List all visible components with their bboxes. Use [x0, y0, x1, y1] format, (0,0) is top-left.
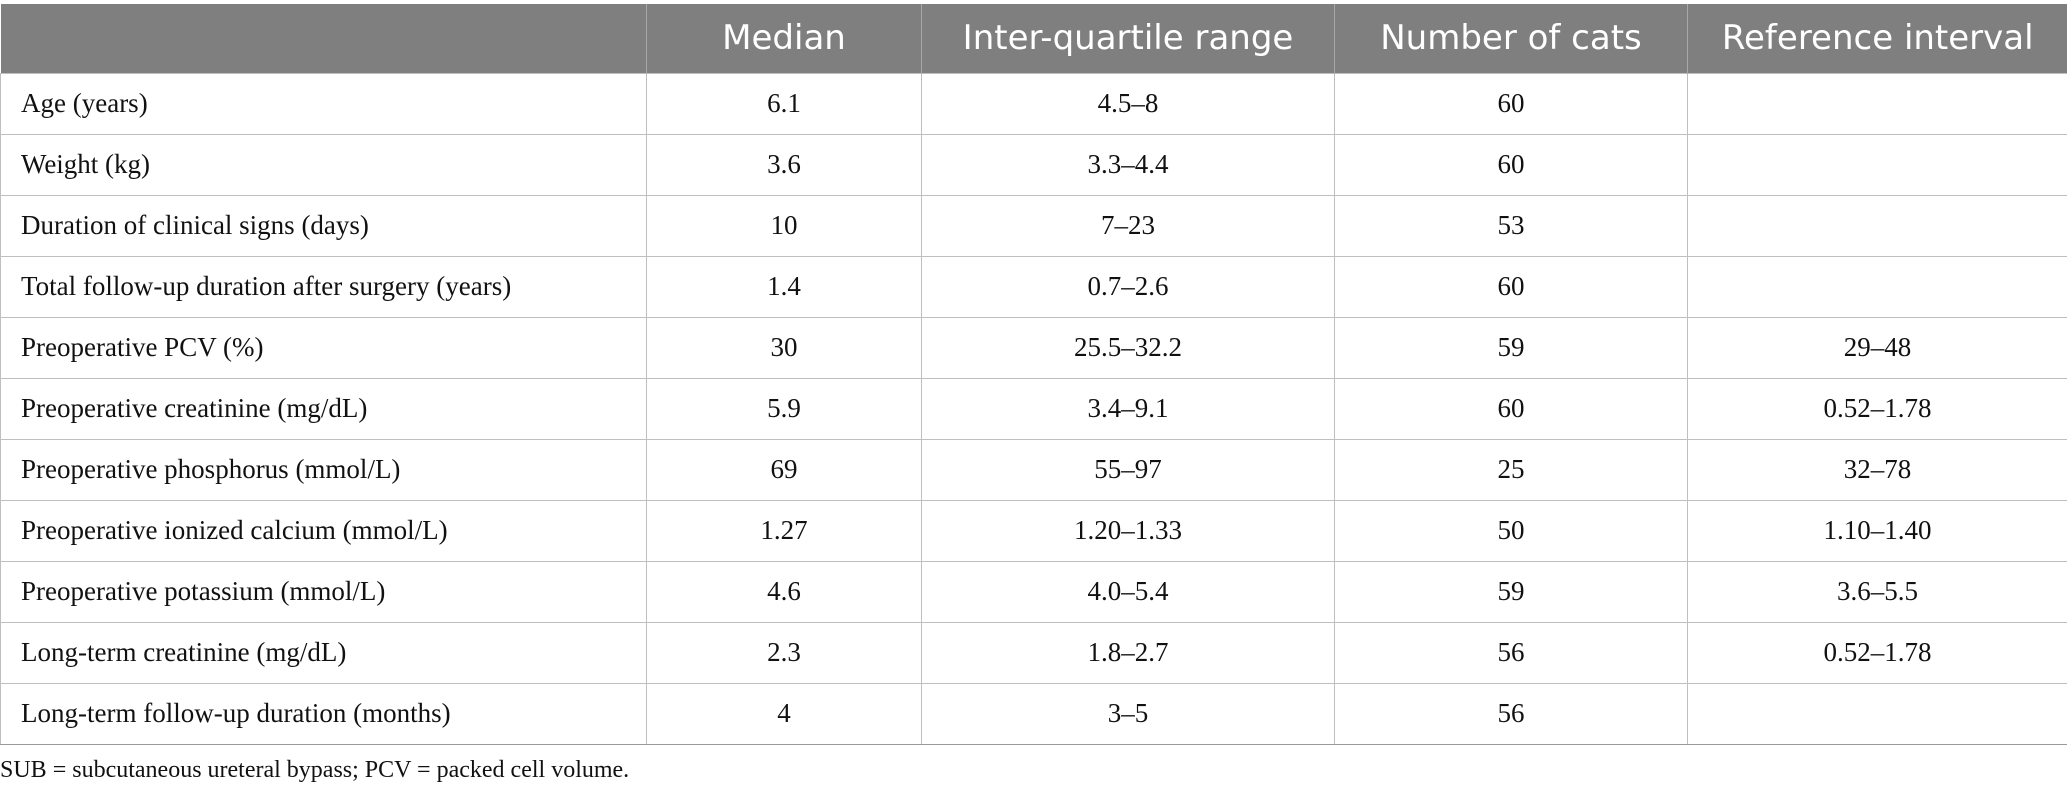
header-iqr: Inter-quartile range: [921, 4, 1335, 73]
reference-interval-cell: 0.52–1.78: [1687, 377, 2067, 440]
data-table: Median Inter-quartile range Number of cats…: [0, 4, 2067, 745]
table-footnote: SUB = subcutaneous ureteral bypass; PCV …: [0, 756, 630, 783]
table-row: Preoperative phosphorus (mmol/L) 69 55–97 2…: [0, 438, 2067, 501]
row-label: Preoperative PCV (%): [0, 316, 647, 379]
row-label: Age (years): [0, 72, 647, 135]
count-cell: 59: [1334, 316, 1688, 379]
table-row: Age (years) 6.1 4.5–8 60: [0, 72, 2067, 135]
iqr-cell: 3–5: [921, 682, 1335, 745]
count-cell: 53: [1334, 194, 1688, 257]
header-label-column: [0, 4, 647, 73]
count-cell: 56: [1334, 682, 1688, 745]
reference-interval-cell: [1687, 682, 2067, 745]
reference-interval-cell: [1687, 255, 2067, 318]
median-cell: 30: [646, 316, 922, 379]
row-label: Total follow-up duration after surgery (…: [0, 255, 647, 318]
count-cell: 60: [1334, 377, 1688, 440]
header-row: Median Inter-quartile range Number of cats…: [0, 4, 2067, 73]
iqr-cell: 1.20–1.33: [921, 499, 1335, 562]
count-cell: 60: [1334, 255, 1688, 318]
reference-interval-cell: 0.52–1.78: [1687, 621, 2067, 684]
reference-interval-cell: 32–78: [1687, 438, 2067, 501]
median-cell: 1.27: [646, 499, 922, 562]
iqr-cell: 4.5–8: [921, 72, 1335, 135]
count-cell: 60: [1334, 133, 1688, 196]
reference-interval-cell: 29–48: [1687, 316, 2067, 379]
table-header: Median Inter-quartile range Number of cats…: [0, 4, 2067, 73]
count-cell: 25: [1334, 438, 1688, 501]
iqr-cell: 7–23: [921, 194, 1335, 257]
iqr-cell: 25.5–32.2: [921, 316, 1335, 379]
table-row: Weight (kg) 3.6 3.3–4.4 60: [0, 133, 2067, 196]
iqr-cell: 4.0–5.4: [921, 560, 1335, 623]
table-row: Duration of clinical signs (days) 10 7–23 5…: [0, 194, 2067, 257]
median-cell: 10: [646, 194, 922, 257]
median-cell: 6.1: [646, 72, 922, 135]
median-cell: 4: [646, 682, 922, 745]
row-label: Preoperative potassium (mmol/L): [0, 560, 647, 623]
table-container: Median Inter-quartile range Number of cats…: [0, 4, 2067, 784]
table-row: Long-term creatinine (mg/dL) 2.3 1.8–2.7 56…: [0, 621, 2067, 684]
header-median: Median: [646, 4, 922, 73]
table-body: Age (years) 6.1 4.5–8 60 Weight (kg) 3.6 3.3–4…: [0, 72, 2067, 745]
reference-interval-cell: [1687, 194, 2067, 257]
row-label: Duration of clinical signs (days): [0, 194, 647, 257]
reference-interval-cell: 3.6–5.5: [1687, 560, 2067, 623]
table-row: Preoperative ionized calcium (mmol/L) 1.2…: [0, 499, 2067, 562]
table-row: Preoperative PCV (%) 30 25.5–32.2 59 29–48: [0, 316, 2067, 379]
count-cell: 50: [1334, 499, 1688, 562]
table-row: Preoperative potassium (mmol/L) 4.6 4.0–5.…: [0, 560, 2067, 623]
row-label: Preoperative ionized calcium (mmol/L): [0, 499, 647, 562]
header-reference-interval: Reference interval: [1687, 4, 2067, 73]
row-label: Preoperative phosphorus (mmol/L): [0, 438, 647, 501]
row-label: Long-term follow-up duration (months): [0, 682, 647, 745]
median-cell: 1.4: [646, 255, 922, 318]
count-cell: 56: [1334, 621, 1688, 684]
median-cell: 2.3: [646, 621, 922, 684]
row-label: Preoperative creatinine (mg/dL): [0, 377, 647, 440]
table-row: Total follow-up duration after surgery (…: [0, 255, 2067, 318]
iqr-cell: 3.3–4.4: [921, 133, 1335, 196]
median-cell: 69: [646, 438, 922, 501]
count-cell: 60: [1334, 72, 1688, 135]
iqr-cell: 1.8–2.7: [921, 621, 1335, 684]
median-cell: 3.6: [646, 133, 922, 196]
table-row: Long-term follow-up duration (months) 4 3–…: [0, 682, 2067, 745]
reference-interval-cell: [1687, 133, 2067, 196]
iqr-cell: 55–97: [921, 438, 1335, 501]
iqr-cell: 3.4–9.1: [921, 377, 1335, 440]
count-cell: 59: [1334, 560, 1688, 623]
table-row: Preoperative creatinine (mg/dL) 5.9 3.4–9.…: [0, 377, 2067, 440]
reference-interval-cell: [1687, 72, 2067, 135]
median-cell: 5.9: [646, 377, 922, 440]
header-number-of-cats: Number of cats: [1334, 4, 1688, 73]
iqr-cell: 0.7–2.6: [921, 255, 1335, 318]
reference-interval-cell: 1.10–1.40: [1687, 499, 2067, 562]
median-cell: 4.6: [646, 560, 922, 623]
row-label: Long-term creatinine (mg/dL): [0, 621, 647, 684]
row-label: Weight (kg): [0, 133, 647, 196]
